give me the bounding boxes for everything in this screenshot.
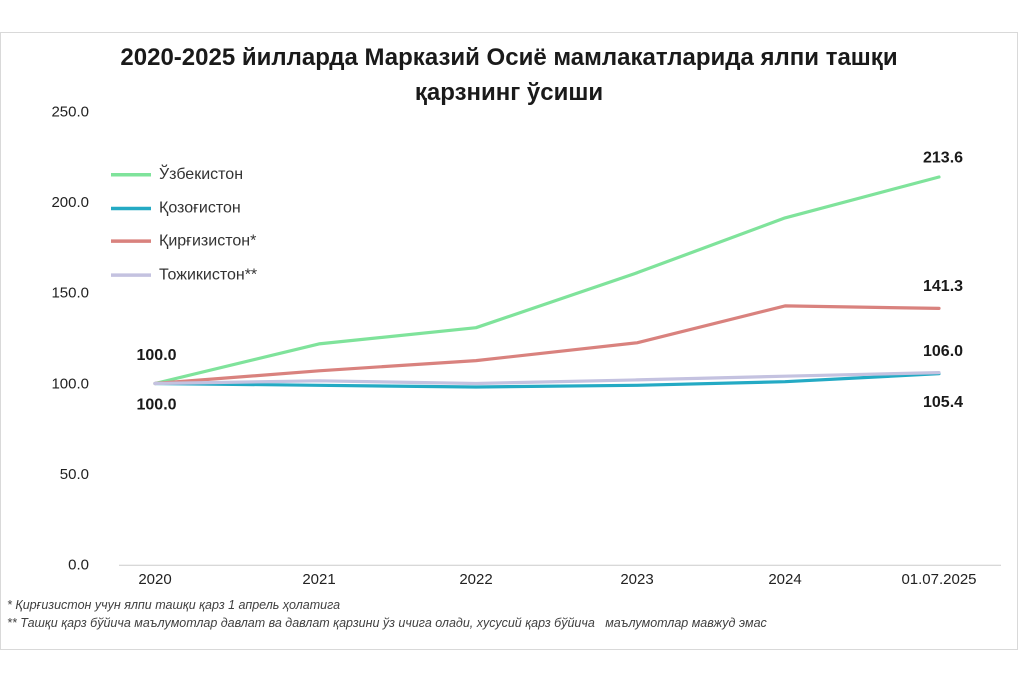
svg-text:100.0: 100.0 <box>51 375 89 392</box>
svg-text:2024: 2024 <box>768 571 801 588</box>
svg-text:200.0: 200.0 <box>51 194 89 211</box>
svg-text:106.0: 106.0 <box>923 343 963 360</box>
svg-text:213.6: 213.6 <box>923 150 963 167</box>
svg-text:100.0: 100.0 <box>137 397 177 414</box>
svg-text:Ўзбекистон: Ўзбекистон <box>159 163 243 183</box>
svg-text:2022: 2022 <box>459 571 492 588</box>
svg-text:01.07.2025: 01.07.2025 <box>901 571 976 588</box>
svg-text:Тожикистон**: Тожикистон** <box>159 266 257 283</box>
svg-text:Қирғизистон*: Қирғизистон* <box>159 232 256 249</box>
svg-text:50.0: 50.0 <box>60 466 89 483</box>
svg-text:105.4: 105.4 <box>923 394 963 411</box>
svg-text:100.0: 100.0 <box>137 347 177 364</box>
svg-text:150.0: 150.0 <box>51 285 89 302</box>
svg-text:0.0: 0.0 <box>68 556 89 573</box>
svg-text:Қозоғистон: Қозоғистон <box>159 200 241 217</box>
svg-text:2023: 2023 <box>620 571 653 588</box>
svg-text:141.3: 141.3 <box>923 278 963 295</box>
svg-text:2020: 2020 <box>138 571 171 588</box>
svg-text:2021: 2021 <box>302 571 335 588</box>
